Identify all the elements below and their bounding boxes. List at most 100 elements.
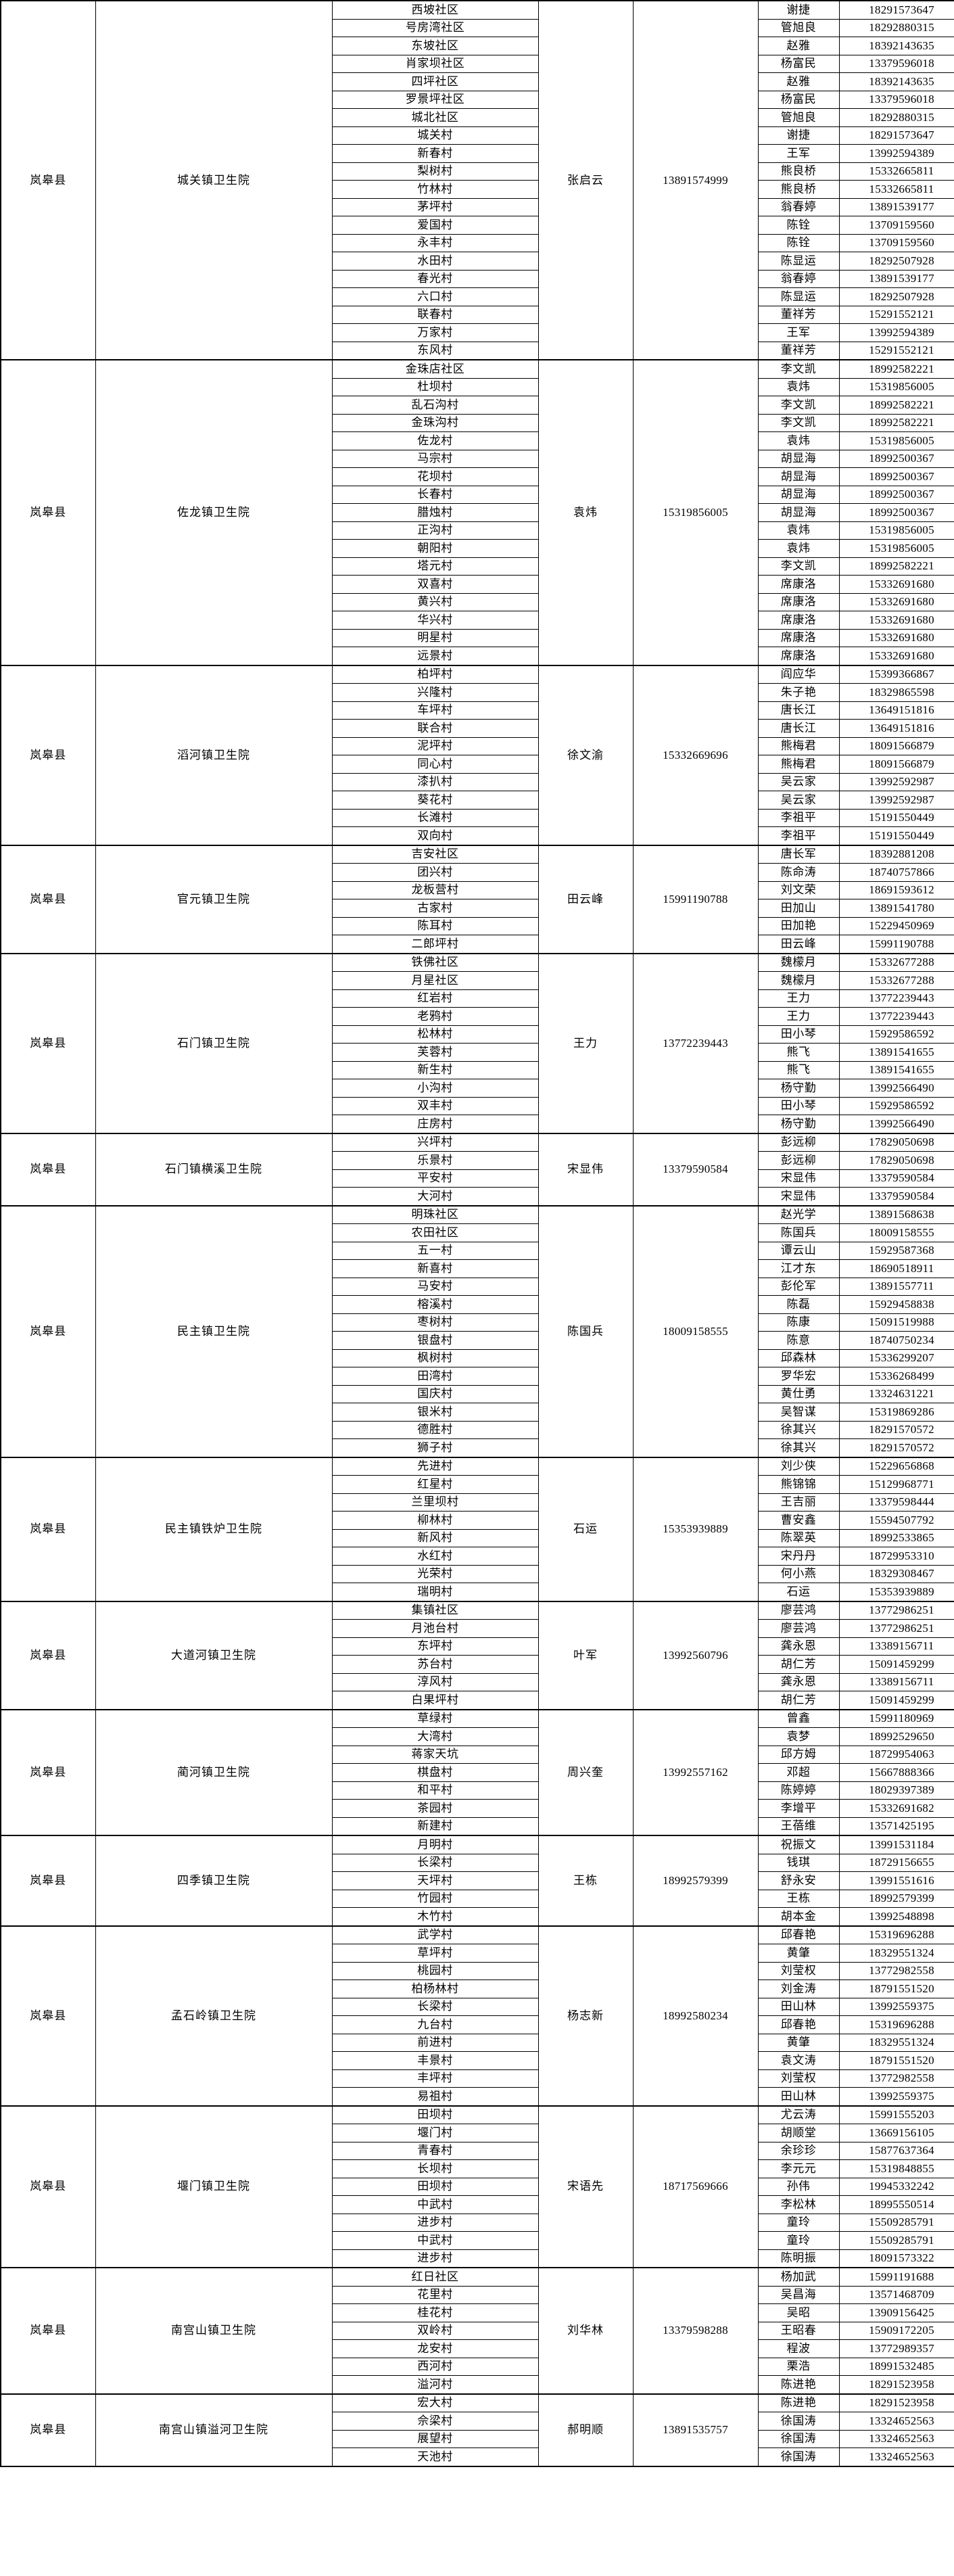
leader-phone-cell: 18717569666 [632, 2105, 759, 2268]
staff-cell: 李文凯 [757, 359, 840, 379]
table-row: 红岩村 王力 13772239443 [1, 989, 954, 1008]
staff-phone-cell: 15319869286 [838, 1403, 954, 1422]
table-row: 长春村 胡显海 18992500367 [1, 485, 954, 504]
staff-cell: 李文凯 [757, 396, 840, 415]
village-cell: 松林村 [331, 1025, 539, 1044]
table-row: 泥坪村 熊梅君 18091566879 [1, 736, 954, 755]
staff-phone-cell: 18291523958 [838, 2393, 954, 2412]
staff-phone-cell: 18992500367 [838, 467, 954, 486]
staff-phone-cell: 15353939889 [838, 1583, 954, 1601]
county-cell: 岚皋县 [0, 664, 96, 845]
staff-phone-cell: 18992582221 [838, 359, 954, 379]
village-cell: 金珠沟村 [331, 413, 539, 432]
staff-phone-cell: 13992559375 [838, 2087, 954, 2106]
staff-phone-cell: 15319848855 [838, 2159, 954, 2178]
village-cell: 金珠店社区 [331, 359, 539, 379]
village-cell: 新建村 [331, 1817, 539, 1836]
staff-cell: 唐长江 [757, 719, 840, 738]
table-row: 双向村 李祖平 15191550449 [1, 826, 954, 845]
village-cell: 大河村 [331, 1187, 539, 1206]
staff-cell: 王吉丽 [757, 1493, 840, 1512]
table-row: 古家村 田加山 13891541780 [1, 899, 954, 918]
staff-cell: 杨守勤 [757, 1079, 840, 1098]
staff-phone-cell: 18740757866 [838, 863, 954, 882]
table-row: 银米村 吴智谋 15319869286 [1, 1403, 954, 1422]
staff-phone-cell: 13389156711 [838, 1672, 954, 1691]
hospital-cell: 四季镇卫生院 [95, 1835, 333, 1926]
village-cell: 红星村 [331, 1475, 539, 1494]
staff-cell: 赵光学 [757, 1204, 840, 1224]
staff-cell: 熊梅君 [757, 736, 840, 755]
staff-cell: 吴云家 [757, 791, 840, 810]
staff-phone-cell: 18991532485 [838, 2357, 954, 2376]
leader-phone-cell: 15991190788 [632, 844, 759, 954]
staff-phone-cell: 15332691682 [838, 1799, 954, 1818]
table-row: 岚皋县 孟石岭镇卫生院 武学村 杨志新 18992580234 邱春艳 1531969628… [0, 1925, 954, 2106]
table-row: 狮子村 徐其兴 18291570572 [1, 1438, 954, 1457]
table-row: 龙板营村 刘文荣 18691593612 [1, 881, 954, 899]
staff-phone-cell: 13324652563 [838, 2448, 954, 2466]
staff-cell: 童玲 [757, 2231, 840, 2250]
village-cell: 城北社区 [331, 108, 539, 127]
leader-phone-cell: 15332669696 [632, 664, 759, 845]
village-cell: 朝阳村 [331, 539, 539, 558]
table-row: 岚皋县 石门镇横溪卫生院 兴坪村 宋显伟 13379590584 彭远柳 178290506… [0, 1132, 954, 1206]
village-cell: 光荣村 [331, 1564, 539, 1583]
hospital-cell: 官元镇卫生院 [95, 844, 333, 954]
table-row: 丰景村 袁文涛 18791551520 [1, 2051, 954, 2070]
staff-cell: 阎应华 [757, 664, 840, 684]
table-row: 兴隆村 朱子艳 18329865598 [1, 683, 954, 702]
village-cell: 双岭村 [331, 2321, 539, 2340]
staff-cell: 陈康 [757, 1313, 840, 1332]
village-cell: 桂花村 [331, 2303, 539, 2322]
table-row: 葵花村 吴云家 13992592987 [1, 791, 954, 810]
village-cell: 龙板营村 [331, 881, 539, 899]
table-row: 九台村 邱春艳 15319696288 [1, 2015, 954, 2034]
village-cell: 草坪村 [331, 1944, 539, 1963]
village-cell: 月星社区 [331, 971, 539, 990]
village-cell: 小沟村 [331, 1079, 539, 1098]
table-row: 展望村 徐国涛 13324652563 [1, 2429, 954, 2448]
staff-cell: 宋显伟 [757, 1169, 840, 1188]
village-cell: 远景村 [331, 647, 539, 665]
village-cell: 老鸦村 [331, 1007, 539, 1026]
table-row: 团兴村 陈命涛 18740757866 [1, 863, 954, 882]
staff-cell: 田山林 [757, 1997, 840, 2016]
staff-phone-cell: 13909156425 [838, 2303, 954, 2322]
staff-phone-cell: 13991531184 [838, 1835, 954, 1854]
staff-cell: 杨富民 [757, 90, 840, 109]
table-row: 中武村 童玲 15509285791 [1, 2231, 954, 2250]
staff-cell: 石运 [757, 1583, 840, 1601]
staff-cell: 徐国涛 [757, 2429, 840, 2448]
staff-cell: 管旭良 [757, 18, 840, 37]
village-cell: 集镇社区 [331, 1600, 539, 1620]
table-row: 马安村 彭伦军 13891557711 [1, 1277, 954, 1296]
staff-cell: 江才东 [757, 1259, 840, 1278]
village-cell: 乐景村 [331, 1151, 539, 1170]
staff-cell: 吴云家 [757, 772, 840, 791]
county-cell: 岚皋县 [0, 1600, 96, 1710]
staff-cell: 刘金涛 [757, 1980, 840, 1998]
staff-cell: 罗华宏 [757, 1367, 840, 1386]
village-cell: 长梁村 [331, 1853, 539, 1872]
table-row: 进步村 陈明振 18091573322 [1, 2249, 954, 2268]
staff-cell: 廖芸鸿 [757, 1600, 840, 1620]
table-row: 同心村 熊梅君 18091566879 [1, 755, 954, 774]
staff-cell: 陈铨 [757, 233, 840, 252]
staff-phone-cell: 15399366867 [838, 664, 954, 684]
staff-cell: 王军 [757, 323, 840, 342]
village-cell: 进步村 [331, 2249, 539, 2268]
table-row: 朝阳村 袁炜 15319856005 [1, 539, 954, 558]
staff-cell: 王昭春 [757, 2321, 840, 2340]
staff-phone-cell: 15319856005 [838, 521, 954, 540]
village-cell: 庄房村 [331, 1115, 539, 1133]
staff-cell: 陈命涛 [757, 863, 840, 882]
table-row: 中武村 李松林 18995550514 [1, 2195, 954, 2214]
staff-cell: 谭云山 [757, 1241, 840, 1260]
village-cell: 竹园村 [331, 1889, 539, 1908]
staff-phone-cell: 15336299207 [838, 1349, 954, 1367]
staff-phone-cell: 13649151816 [838, 701, 954, 720]
table-row: 岚皋县 堰门镇卫生院 田坝村 宋语先 18717569666 尤云涛 15991555203 [0, 2105, 954, 2268]
staff-cell: 席康洛 [757, 647, 840, 665]
table-row: 岚皋县 大道河镇卫生院 集镇社区 叶军 13992560796 廖芸鸿 1377298625… [0, 1600, 954, 1710]
